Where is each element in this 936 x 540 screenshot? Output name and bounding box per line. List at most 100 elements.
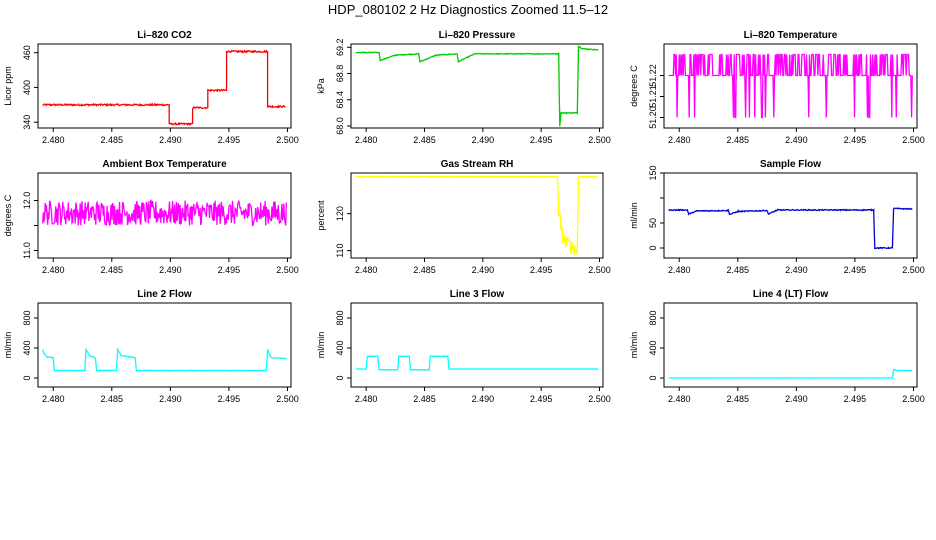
y-tick-label: 400 <box>22 80 32 95</box>
plot-frame <box>350 172 604 259</box>
chart-title: Line 3 Flow <box>450 289 505 300</box>
x-tick-label: 2.485 <box>413 135 436 145</box>
x-tick-label: 2.500 <box>588 135 611 145</box>
plot-frame <box>350 43 604 129</box>
y-axis-label: ml/min <box>3 332 13 359</box>
chart-panel-6: Sample Flow ml/min 2.480 2.485 2.490 2.495 2.5… <box>629 159 925 275</box>
x-tick-label: 2.485 <box>101 394 124 404</box>
x-tick-label: 2.500 <box>902 265 925 275</box>
x-tick-label: 2.485 <box>101 135 124 145</box>
y-tick-label: 11.0 <box>22 242 32 259</box>
x-tick-label: 2.485 <box>413 394 436 404</box>
plot-frame <box>37 302 292 388</box>
chart-title: Line 4 (LT) Flow <box>753 289 829 300</box>
y-tick-label: 800 <box>22 310 32 325</box>
y-axis-label: percent <box>316 200 326 231</box>
y-tick-label: 51.21 <box>648 85 658 108</box>
x-tick-label: 2.490 <box>159 265 182 275</box>
y-tick-label: 400 <box>648 340 658 355</box>
y-axis-label: degrees C <box>3 194 13 236</box>
x-tick-label: 2.495 <box>844 265 867 275</box>
y-tick-label: 800 <box>648 310 658 325</box>
chart-title: Gas Stream RH <box>441 159 514 170</box>
x-tick-label: 2.480 <box>355 394 378 404</box>
x-tick-label: 2.480 <box>42 135 65 145</box>
x-tick-label: 2.495 <box>844 394 867 404</box>
y-axis-label: kPa <box>316 78 326 94</box>
x-tick-label: 2.490 <box>472 394 495 404</box>
x-tick-label: 2.485 <box>727 265 750 275</box>
series-line <box>668 369 913 379</box>
chart-title: Li–820 CO2 <box>137 30 192 41</box>
x-tick-label: 2.500 <box>588 265 611 275</box>
x-tick-label: 2.495 <box>218 135 241 145</box>
plot-frame <box>663 43 918 129</box>
x-tick-label: 2.480 <box>668 265 691 275</box>
x-tick-label: 2.485 <box>101 265 124 275</box>
x-tick-label: 2.480 <box>355 135 378 145</box>
x-tick-label: 2.495 <box>530 135 553 145</box>
x-tick-label: 2.480 <box>42 394 65 404</box>
chart-panel-4: Ambient Box Temperature degrees C 2.480 2.4… <box>3 159 299 275</box>
x-tick-label: 2.490 <box>472 135 495 145</box>
y-axis-label: ml/min <box>629 332 639 359</box>
plot-frame <box>663 172 918 259</box>
y-tick-label: 0 <box>22 375 32 380</box>
x-tick-label: 2.480 <box>668 394 691 404</box>
y-tick-label: 110 <box>335 243 345 257</box>
series-line <box>42 49 286 127</box>
x-tick-label: 2.495 <box>530 265 553 275</box>
x-tick-label: 2.485 <box>727 135 750 145</box>
series-line <box>355 175 599 256</box>
y-tick-label: 50 <box>648 218 658 228</box>
chart-title: Li–820 Temperature <box>744 30 838 41</box>
x-tick-label: 2.490 <box>472 265 495 275</box>
series-line <box>42 198 287 227</box>
x-tick-label: 2.500 <box>902 394 925 404</box>
y-tick-label: 400 <box>335 340 345 355</box>
chart-title: Sample Flow <box>760 159 821 170</box>
x-tick-label: 2.495 <box>530 394 553 404</box>
x-tick-label: 2.500 <box>588 394 611 404</box>
series-line <box>668 53 913 119</box>
series-line <box>668 207 913 250</box>
x-tick-label: 2.500 <box>276 135 299 145</box>
chart-panel-9: Line 4 (LT) Flow ml/min 2.480 2.485 2.490 2.4… <box>629 289 925 404</box>
chart-title: Li–820 Pressure <box>439 30 516 41</box>
plot-frame <box>37 172 292 259</box>
x-tick-label: 2.490 <box>785 394 808 404</box>
chart-panel-7: Line 2 Flow ml/min 2.480 2.485 2.490 2.495 2.5… <box>3 289 299 404</box>
y-tick-label: 0 <box>648 375 658 380</box>
chart-panel-8: Line 3 Flow ml/min 2.480 2.485 2.490 2.495 2.5… <box>316 289 611 404</box>
y-tick-label: 0 <box>335 375 345 380</box>
y-axis-label: Licor ppm <box>3 66 13 106</box>
x-tick-label: 2.490 <box>785 135 808 145</box>
x-tick-label: 2.480 <box>668 135 691 145</box>
y-tick-label: 150 <box>648 165 658 180</box>
chart-title: Ambient Box Temperature <box>102 159 227 170</box>
y-tick-label: 68.0 <box>335 117 345 135</box>
y-tick-label: 12.0 <box>22 192 32 210</box>
x-tick-label: 2.480 <box>355 265 378 275</box>
y-tick-label: 460 <box>22 45 32 60</box>
plot-frame <box>663 302 918 388</box>
y-axis-label: ml/min <box>316 332 326 359</box>
series-line <box>355 355 599 371</box>
chart-panel-2: Li–820 Pressure kPa 2.480 2.485 2.490 2.495 2.… <box>316 30 611 145</box>
x-tick-label: 2.490 <box>785 265 808 275</box>
y-tick-label: 51.20 <box>648 106 658 129</box>
chart-panel-3: Li–820 Temperature degrees C 2.480 2.485 2.4… <box>629 30 925 145</box>
series-line <box>355 45 599 127</box>
plot-frame <box>37 43 292 129</box>
chart-panel-1: Li–820 CO2 Licor ppm 2.480 2.485 2.490 2.495 2… <box>3 30 299 145</box>
y-axis-label: ml/min <box>629 202 639 229</box>
y-tick-label: 800 <box>335 310 345 325</box>
x-tick-label: 2.500 <box>902 135 925 145</box>
page-title: HDP_080102 2 Hz Diagnostics Zoomed 11.5–… <box>327 2 609 17</box>
x-tick-label: 2.480 <box>42 265 65 275</box>
y-tick-label: 51.22 <box>648 64 658 87</box>
y-tick-label: 68.4 <box>335 91 345 109</box>
x-tick-label: 2.485 <box>727 394 750 404</box>
x-tick-label: 2.500 <box>276 265 299 275</box>
